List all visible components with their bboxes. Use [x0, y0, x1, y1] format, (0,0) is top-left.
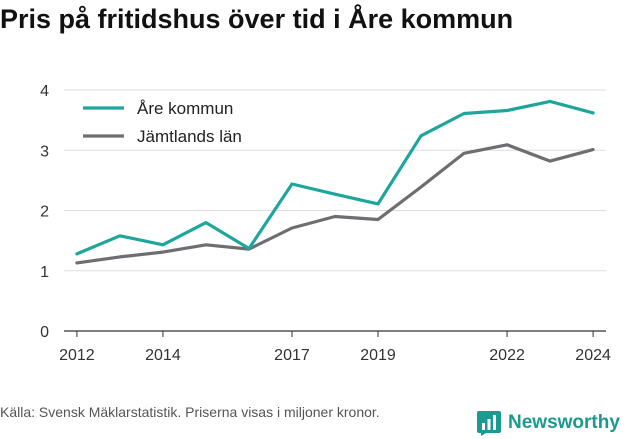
brand-name: Newsworthy	[508, 412, 620, 433]
y-tick-label: 4	[40, 83, 49, 100]
legend-label: Åre kommun	[137, 99, 233, 118]
axes: 0 1 2 3 4 2012 2014 2017 2019 2022 2024	[40, 83, 611, 364]
x-tick-label: 2024	[575, 347, 611, 364]
source-note: Källa: Svensk Mäklarstatistik. Priserna …	[0, 404, 380, 420]
x-tick-label: 2022	[489, 347, 525, 364]
newsworthy-logo-icon	[477, 411, 501, 436]
y-tick-label: 1	[40, 264, 49, 281]
series-line	[75, 99, 595, 256]
x-tick-label: 2017	[274, 347, 310, 364]
x-tick-label: 2014	[145, 347, 181, 364]
brand-logo: Newsworthy	[476, 409, 620, 437]
y-tick-label: 3	[40, 143, 49, 160]
legend-label: Jämtlands län	[137, 127, 242, 146]
series-line	[75, 143, 595, 265]
line-chart: 0 1 2 3 4 2012 2014 2017 2019 2022 2024 Åre kommun…	[40, 83, 611, 364]
y-tick-label: 2	[40, 204, 49, 221]
gridlines	[64, 89, 606, 272]
x-tick-label: 2012	[59, 347, 95, 364]
series-lines	[75, 99, 595, 265]
x-tick-label: 2019	[360, 347, 396, 364]
legend: Åre kommun Jämtlands län	[83, 99, 242, 146]
y-tick-label: 0	[40, 324, 49, 341]
chart-title: Pris på fritidshus över tid i Åre kommun	[0, 4, 514, 34]
